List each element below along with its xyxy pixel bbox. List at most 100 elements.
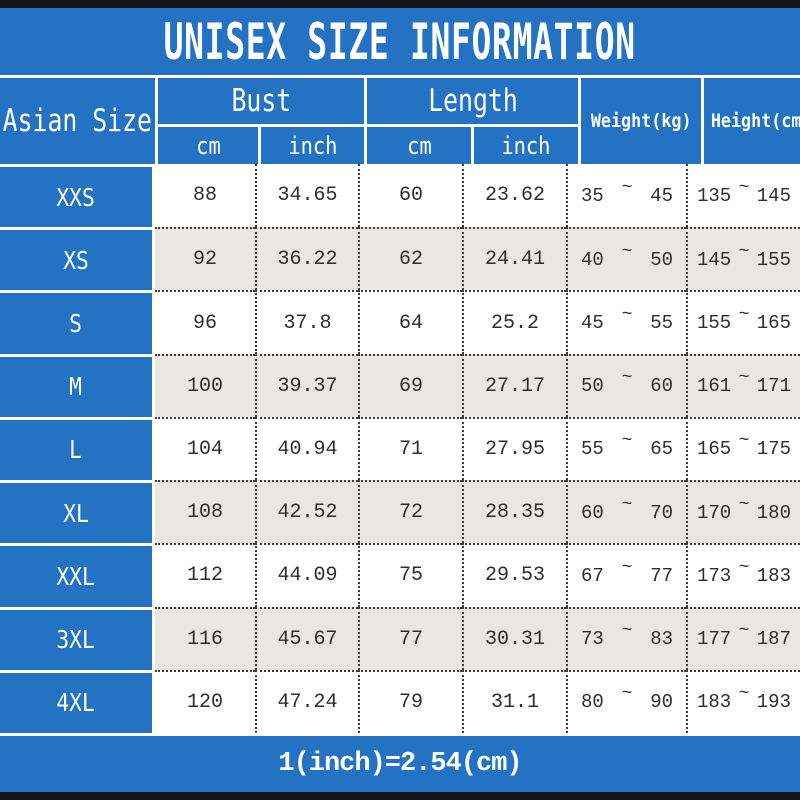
height-min-value: 165 [697,438,732,461]
top-frame-bar [0,0,800,8]
bust-inch-value: 42.52 [255,480,358,544]
range-tilde: ~ [738,368,750,389]
column-subheader-length-inch: inch [474,127,578,164]
weight-range: 45 ~ 55 [566,290,686,354]
height-max-value: 175 [756,438,791,461]
height-min-value: 173 [697,564,732,587]
weight-min-value: 67 [581,564,604,587]
height-min-value: 155 [697,312,732,335]
range-tilde: ~ [738,177,750,198]
weight-range: 80 ~ 90 [566,669,686,733]
height-min-value: 170 [697,501,732,524]
column-group-length: Length [367,78,578,124]
bust-cm-value: 100 [155,353,255,417]
length-inch-value: 27.17 [462,353,566,417]
range-tilde: ~ [738,621,750,642]
weight-min-value: 40 [581,248,604,271]
length-inch-value: 29.53 [462,543,566,607]
length-inch-value: 27.95 [462,416,566,481]
bust-inch-value: 45.67 [255,606,358,670]
weight-min-value: 60 [581,501,604,524]
weight-range: 60 ~ 70 [566,480,686,544]
bust-cm-value: 104 [155,416,255,481]
column-group-bust: Bust [158,78,364,124]
title-bar: UNISEX SIZE INFORMATION [0,8,800,78]
size-label: XS [0,227,155,291]
height-max-value: 145 [756,184,791,207]
height-max-value: 187 [756,628,791,651]
bust-inch-value: 40.94 [255,416,358,481]
conversion-note-bar: 1(inch)=2.54(cm) [0,733,800,792]
table-header: Asian Size Bust Length Weight(kg) Height… [0,78,800,164]
length-cm-value: 71 [358,416,462,481]
length-cm-value: 77 [358,606,462,670]
table-row: 3XL 116 45.67 77 30.31 73 ~ 83 177 ~ 187 [0,606,800,670]
table-row: XS 92 36.22 62 24.41 40 ~ 50 145 ~ 155 [0,227,800,291]
table-row: S 96 37.8 64 25.2 45 ~ 55 155 ~ 165 [0,290,800,354]
weight-max-value: 55 [650,312,673,335]
range-tilde: ~ [621,241,633,262]
length-cm-value: 79 [358,669,462,733]
bust-inch-value: 47.24 [255,669,358,733]
weight-min-value: 35 [581,184,604,207]
range-tilde: ~ [621,177,633,198]
height-min-value: 145 [697,248,732,271]
length-cm-value: 62 [358,227,462,291]
height-range: 145 ~ 155 [686,227,800,291]
bust-cm-value: 88 [155,164,255,228]
bust-cm-value: 92 [155,227,255,291]
weight-max-value: 83 [650,628,673,651]
column-subheader-length-cm: cm [367,127,471,164]
bust-cm-value: 112 [155,543,255,607]
weight-min-value: 45 [581,312,604,335]
weight-range: 73 ~ 83 [566,606,686,670]
height-range: 135 ~ 145 [686,164,800,228]
range-tilde: ~ [738,305,750,326]
range-tilde: ~ [621,684,633,705]
weight-range: 40 ~ 50 [566,227,686,291]
table-row: M 100 39.37 69 27.17 50 ~ 60 161 ~ 171 [0,353,800,417]
table-row: XL 108 42.52 72 28.35 60 ~ 70 170 ~ 180 [0,480,800,544]
length-inch-value: 28.35 [462,480,566,544]
size-label: XXL [0,543,155,607]
column-header-weight: Weight(kg) [581,78,701,164]
bust-cm-value: 108 [155,480,255,544]
weight-min-value: 80 [581,691,604,714]
range-tilde: ~ [738,494,750,515]
column-subheader-bust-cm: cm [158,127,258,164]
weight-range: 50 ~ 60 [566,353,686,417]
size-label: 3XL [0,606,155,670]
bust-inch-value: 44.09 [255,543,358,607]
length-inch-value: 23.62 [462,164,566,228]
weight-max-value: 90 [650,691,673,714]
conversion-note: 1(inch)=2.54(cm) [278,749,522,779]
length-cm-value: 72 [358,480,462,544]
height-range: 177 ~ 187 [686,606,800,670]
length-cm-value: 64 [358,290,462,354]
weight-max-value: 45 [650,184,673,207]
range-tilde: ~ [738,557,750,578]
height-range: 155 ~ 165 [686,290,800,354]
length-inch-value: 25.2 [462,290,566,354]
height-min-value: 177 [697,628,732,651]
size-label: XXS [0,164,155,228]
weight-range: 35 ~ 45 [566,164,686,228]
size-label: S [0,290,155,354]
size-label: L [0,416,155,481]
range-tilde: ~ [621,557,633,578]
range-tilde: ~ [621,494,633,515]
bust-inch-value: 37.8 [255,290,358,354]
bottom-frame-bar [0,792,800,800]
weight-min-value: 73 [581,628,604,651]
height-range: 173 ~ 183 [686,543,800,607]
length-inch-value: 24.41 [462,227,566,291]
bust-cm-value: 120 [155,669,255,733]
height-min-value: 135 [697,184,732,207]
range-tilde: ~ [621,368,633,389]
bust-inch-value: 39.37 [255,353,358,417]
length-inch-value: 31.1 [462,669,566,733]
length-cm-value: 69 [358,353,462,417]
table-row: 4XL 120 47.24 79 31.1 80 ~ 90 183 ~ 193 [0,669,800,733]
size-label: 4XL [0,669,155,733]
